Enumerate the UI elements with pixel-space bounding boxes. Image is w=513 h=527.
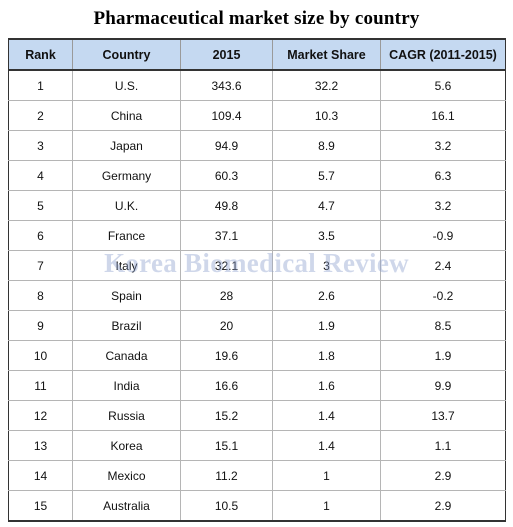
rank-cell: 15 xyxy=(8,490,73,522)
market-share-cell: 2.6 xyxy=(272,280,381,311)
table-row: 4 Germany 60.3 5.7 6.3 xyxy=(8,160,506,191)
market-share-cell: 8.9 xyxy=(272,130,381,161)
country-cell: Korea xyxy=(72,430,181,461)
country-cell: U.S. xyxy=(72,69,181,101)
market-size-table: Rank Country 2015 Market Share CAGR (201… xyxy=(8,38,506,522)
market-share-cell: 1.9 xyxy=(272,310,381,341)
market-share-cell: 4.7 xyxy=(272,190,381,221)
table-row: 7 Italy 32.1 3 2.4 xyxy=(8,250,506,281)
market-share-cell: 1 xyxy=(272,460,381,491)
market-share-cell: 1.4 xyxy=(272,430,381,461)
header-cagr: CAGR (2011-2015) xyxy=(380,38,506,71)
country-cell: Italy xyxy=(72,250,181,281)
table-row: 6 France 37.1 3.5 -0.9 xyxy=(8,220,506,251)
rank-cell: 7 xyxy=(8,250,73,281)
value-2015-cell: 60.3 xyxy=(180,160,273,191)
rank-cell: 1 xyxy=(8,69,73,101)
market-share-cell: 10.3 xyxy=(272,100,381,131)
table-row: 12 Russia 15.2 1.4 13.7 xyxy=(8,400,506,431)
market-share-cell: 3.5 xyxy=(272,220,381,251)
cagr-cell: 3.2 xyxy=(380,190,506,221)
table-row: 11 India 16.6 1.6 9.9 xyxy=(8,370,506,401)
cagr-cell: 8.5 xyxy=(380,310,506,341)
cagr-cell: 3.2 xyxy=(380,130,506,161)
country-cell: India xyxy=(72,370,181,401)
country-cell: U.K. xyxy=(72,190,181,221)
value-2015-cell: 15.1 xyxy=(180,430,273,461)
value-2015-cell: 49.8 xyxy=(180,190,273,221)
rank-cell: 8 xyxy=(8,280,73,311)
table-row: 9 Brazil 20 1.9 8.5 xyxy=(8,310,506,341)
cagr-cell: 2.9 xyxy=(380,490,506,522)
table-row: 3 Japan 94.9 8.9 3.2 xyxy=(8,130,506,161)
table-header-row: Rank Country 2015 Market Share CAGR (201… xyxy=(8,38,506,71)
table-row: 8 Spain 28 2.6 -0.2 xyxy=(8,280,506,311)
rank-cell: 3 xyxy=(8,130,73,161)
cagr-cell: 1.1 xyxy=(380,430,506,461)
table-row: 14 Mexico 11.2 1 2.9 xyxy=(8,460,506,491)
country-cell: Germany xyxy=(72,160,181,191)
header-rank: Rank xyxy=(8,38,73,71)
market-share-cell: 1.6 xyxy=(272,370,381,401)
market-share-cell: 5.7 xyxy=(272,160,381,191)
value-2015-cell: 16.6 xyxy=(180,370,273,401)
market-share-cell: 1 xyxy=(272,490,381,522)
value-2015-cell: 10.5 xyxy=(180,490,273,522)
country-cell: France xyxy=(72,220,181,251)
rank-cell: 5 xyxy=(8,190,73,221)
value-2015-cell: 19.6 xyxy=(180,340,273,371)
header-country: Country xyxy=(72,38,181,71)
cagr-cell: 2.9 xyxy=(380,460,506,491)
market-share-cell: 32.2 xyxy=(272,69,381,101)
rank-cell: 14 xyxy=(8,460,73,491)
rank-cell: 4 xyxy=(8,160,73,191)
cagr-cell: -0.9 xyxy=(380,220,506,251)
country-cell: Canada xyxy=(72,340,181,371)
cagr-cell: -0.2 xyxy=(380,280,506,311)
value-2015-cell: 37.1 xyxy=(180,220,273,251)
value-2015-cell: 94.9 xyxy=(180,130,273,161)
country-cell: Russia xyxy=(72,400,181,431)
cagr-cell: 13.7 xyxy=(380,400,506,431)
value-2015-cell: 109.4 xyxy=(180,100,273,131)
rank-cell: 13 xyxy=(8,430,73,461)
cagr-cell: 2.4 xyxy=(380,250,506,281)
cagr-cell: 5.6 xyxy=(380,69,506,101)
rank-cell: 10 xyxy=(8,340,73,371)
country-cell: Mexico xyxy=(72,460,181,491)
market-share-cell: 1.8 xyxy=(272,340,381,371)
country-cell: Brazil xyxy=(72,310,181,341)
header-2015: 2015 xyxy=(180,38,273,71)
value-2015-cell: 15.2 xyxy=(180,400,273,431)
rank-cell: 12 xyxy=(8,400,73,431)
value-2015-cell: 20 xyxy=(180,310,273,341)
table-row: 1 U.S. 343.6 32.2 5.6 xyxy=(8,69,506,101)
country-cell: Japan xyxy=(72,130,181,161)
country-cell: Australia xyxy=(72,490,181,522)
cagr-cell: 6.3 xyxy=(380,160,506,191)
table-row: 2 China 109.4 10.3 16.1 xyxy=(8,100,506,131)
table-row: 10 Canada 19.6 1.8 1.9 xyxy=(8,340,506,371)
value-2015-cell: 343.6 xyxy=(180,69,273,101)
market-share-cell: 3 xyxy=(272,250,381,281)
table-body: 1 U.S. 343.6 32.2 5.6 2 China 109.4 10.3 16.1 3 Jap… xyxy=(8,69,506,522)
table-row: 5 U.K. 49.8 4.7 3.2 xyxy=(8,190,506,221)
header-market-share: Market Share xyxy=(272,38,381,71)
market-share-cell: 1.4 xyxy=(272,400,381,431)
value-2015-cell: 28 xyxy=(180,280,273,311)
cagr-cell: 1.9 xyxy=(380,340,506,371)
cagr-cell: 16.1 xyxy=(380,100,506,131)
value-2015-cell: 11.2 xyxy=(180,460,273,491)
rank-cell: 6 xyxy=(8,220,73,251)
rank-cell: 11 xyxy=(8,370,73,401)
value-2015-cell: 32.1 xyxy=(180,250,273,281)
cagr-cell: 9.9 xyxy=(380,370,506,401)
table-row: 15 Australia 10.5 1 2.9 xyxy=(8,490,506,522)
rank-cell: 2 xyxy=(8,100,73,131)
country-cell: Spain xyxy=(72,280,181,311)
page-title: Pharmaceutical market size by country xyxy=(93,8,420,29)
rank-cell: 9 xyxy=(8,310,73,341)
country-cell: China xyxy=(72,100,181,131)
table-row: 13 Korea 15.1 1.4 1.1 xyxy=(8,430,506,461)
